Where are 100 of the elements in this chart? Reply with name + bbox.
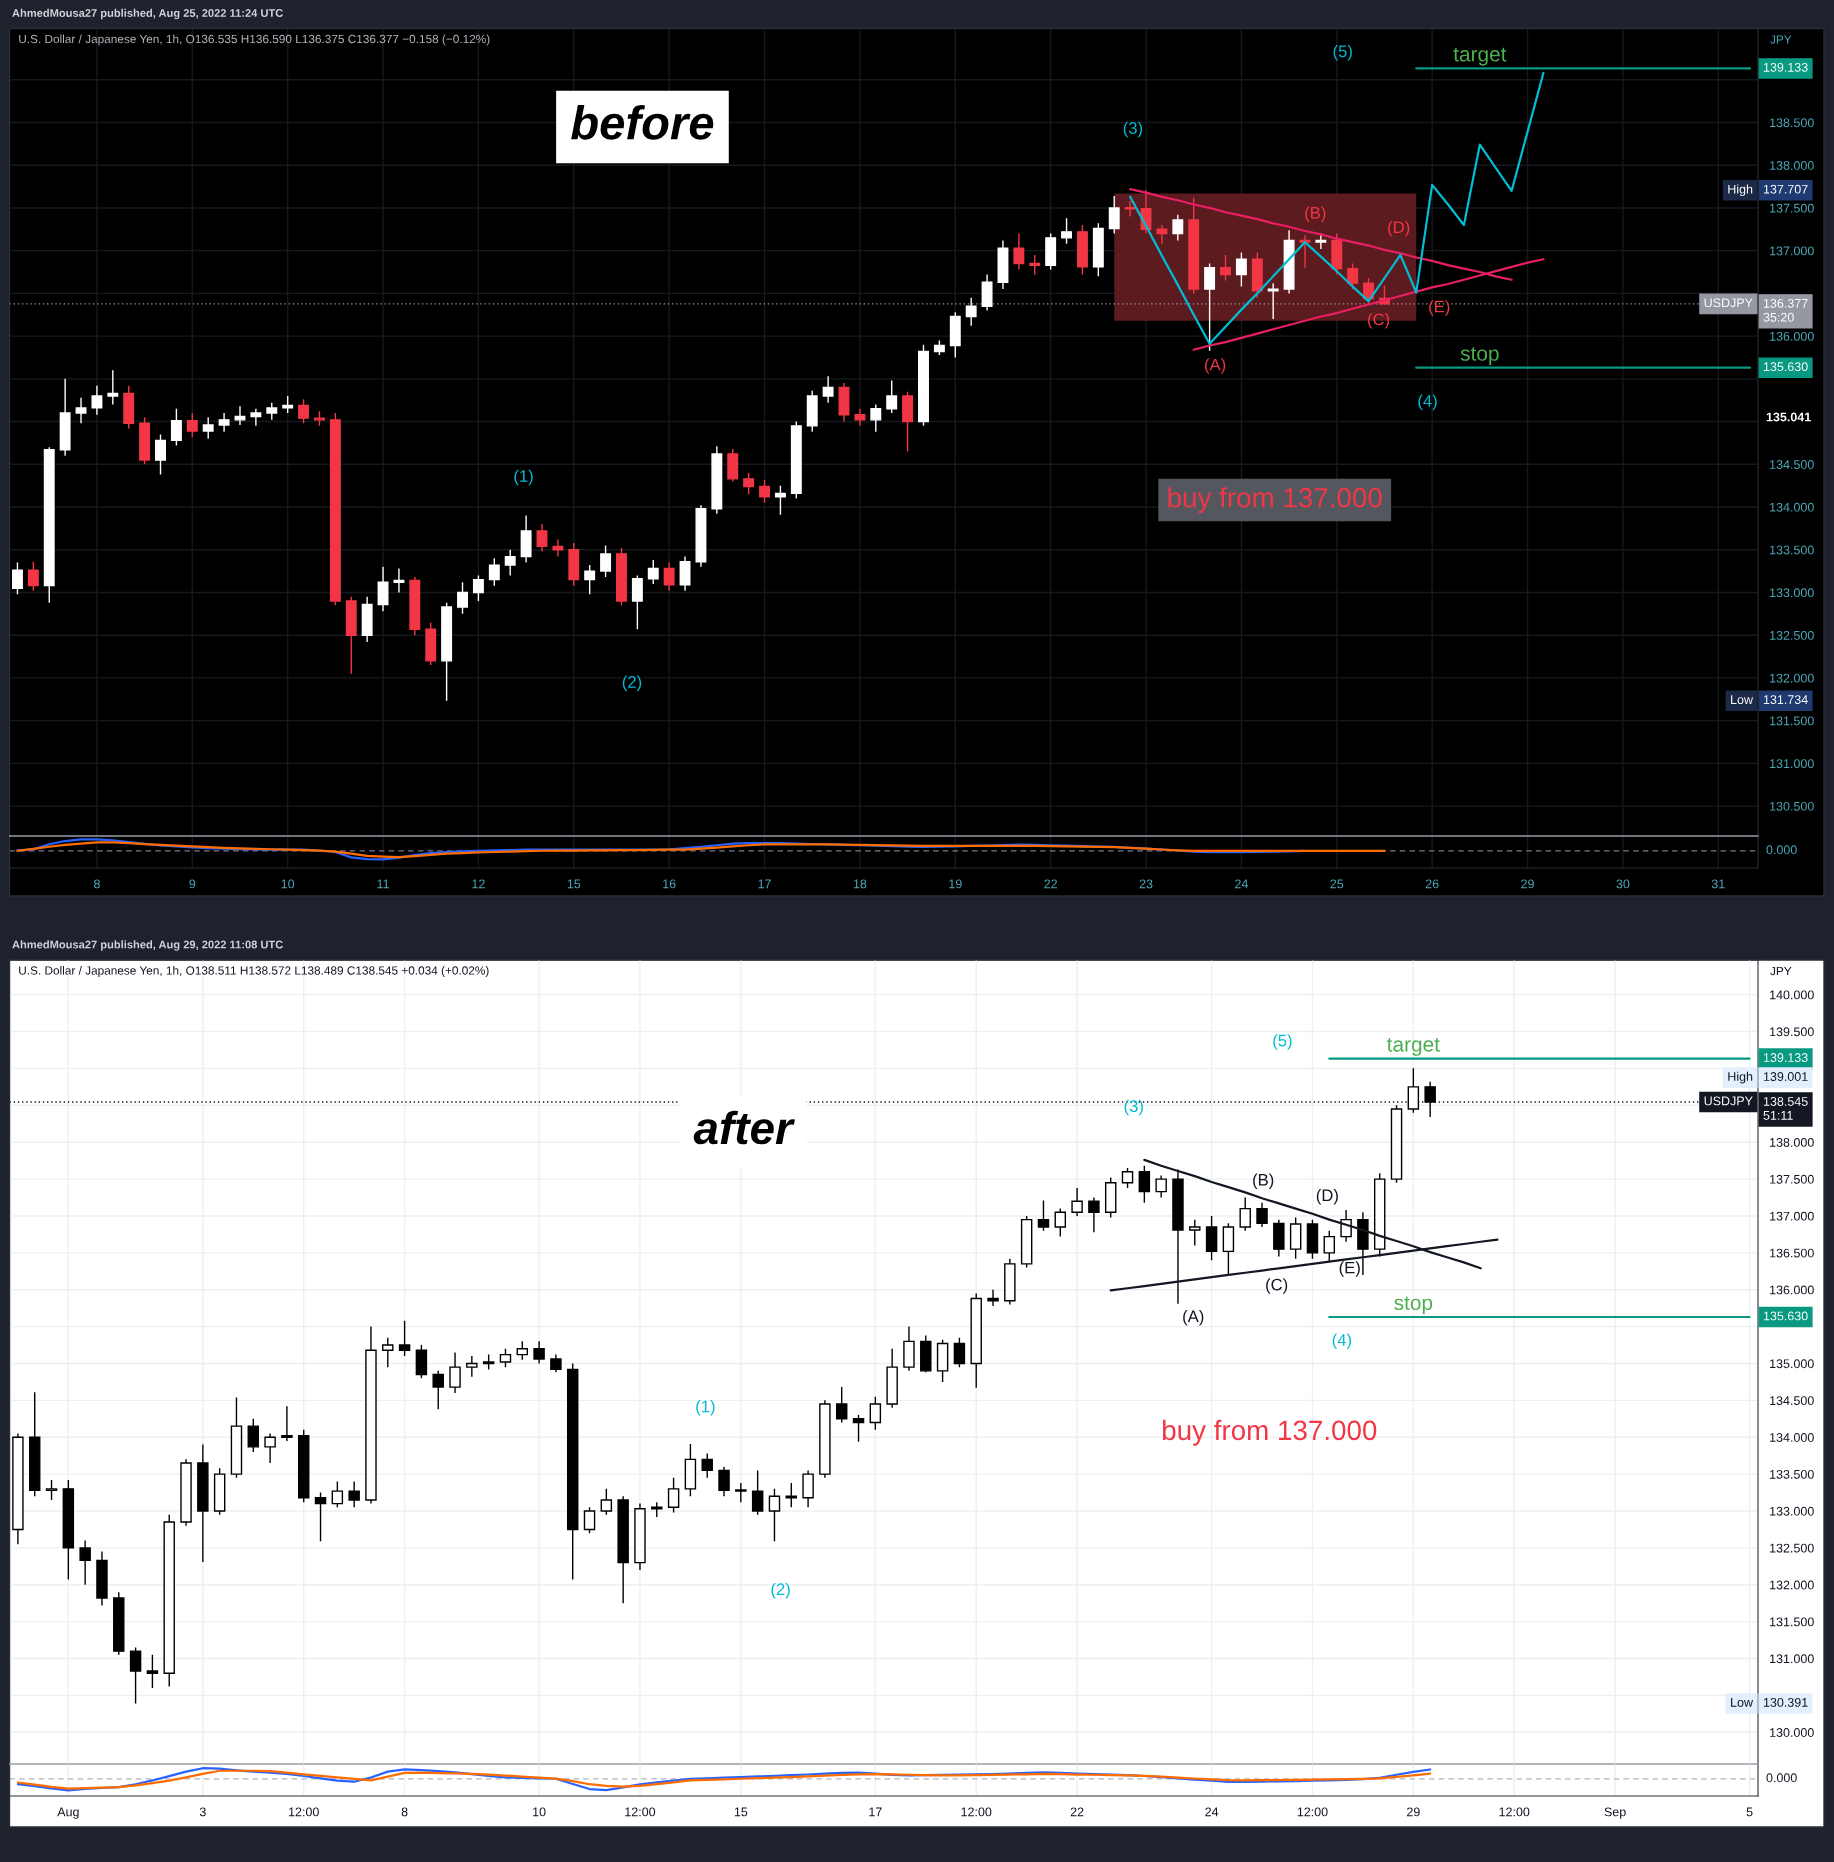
candlestick xyxy=(933,339,945,356)
candlestick xyxy=(1235,251,1247,288)
candlestick xyxy=(345,596,357,675)
annotation: (A) xyxy=(1205,358,1226,374)
annotation: buy from 137.000 xyxy=(1163,1419,1377,1446)
candlestick xyxy=(186,412,198,438)
candlestick xyxy=(457,581,468,615)
x-tick-label: 22 xyxy=(1044,879,1057,889)
x-tick-label: 8 xyxy=(401,1807,408,1817)
candlestick xyxy=(75,396,87,424)
candlestick xyxy=(264,1432,276,1464)
candlestick xyxy=(409,576,421,636)
candlestick xyxy=(735,1482,747,1503)
candlestick xyxy=(835,1386,848,1424)
candlestick xyxy=(298,398,310,424)
candlestick xyxy=(123,384,135,430)
candlestick xyxy=(1121,1167,1134,1189)
candlestick xyxy=(234,405,246,426)
candlestick xyxy=(838,382,850,423)
candlestick xyxy=(1347,262,1359,290)
annotation: (5) xyxy=(1273,1034,1292,1050)
x-tick-label: 12:00 xyxy=(1499,1807,1530,1817)
annotation: (2) xyxy=(622,675,642,692)
candlestick xyxy=(1222,1222,1235,1276)
y-tick-label: 130.000 xyxy=(1770,1728,1814,1737)
candlestick xyxy=(96,1550,108,1607)
candlestick xyxy=(425,621,437,666)
candlestick xyxy=(1138,1165,1151,1204)
y-tick-label: 138.500 xyxy=(1770,118,1814,128)
candlestick xyxy=(472,574,484,602)
annotation: (2) xyxy=(771,1582,790,1599)
candlestick xyxy=(870,403,882,433)
candlestick xyxy=(583,1506,596,1534)
y-tick-label: 139.500 xyxy=(1770,1027,1814,1037)
candlestick xyxy=(667,1477,680,1514)
candlestick xyxy=(329,412,341,606)
y-tick-label: 132.000 xyxy=(1770,1580,1814,1590)
candlestick xyxy=(1373,1172,1386,1258)
candlestick xyxy=(139,416,151,465)
chart-title: U.S. Dollar / Japanese Yen, 1h, O136.535 H136.590 L136.375 C136.377 −0.158 (−0.12%) xyxy=(19,34,490,46)
annotation: (D) xyxy=(1316,1189,1338,1205)
annotation: (4) xyxy=(1418,394,1437,411)
candlestick xyxy=(1267,282,1279,320)
candlestick xyxy=(533,1340,545,1365)
candlestick xyxy=(1076,224,1088,276)
x-tick-label: 16 xyxy=(663,879,676,889)
candlestick xyxy=(1188,196,1200,295)
candlestick xyxy=(1045,232,1057,271)
candlestick xyxy=(1124,200,1136,218)
series-label: target xyxy=(1387,1038,1440,1056)
candlestick xyxy=(997,239,1009,290)
candlestick xyxy=(365,1325,377,1505)
ref-line-label: 0.000 xyxy=(1766,1773,1797,1783)
y-tick-label: 133.000 xyxy=(1770,588,1814,598)
candlestick xyxy=(11,561,23,595)
series-label: target xyxy=(1453,47,1507,66)
candlestick xyxy=(482,1353,495,1371)
candlestick xyxy=(634,1502,646,1571)
candlestick xyxy=(163,1513,175,1688)
candlestick xyxy=(1205,1215,1218,1261)
y-tick-label: 133.500 xyxy=(1770,545,1814,555)
chart-subtitle: AhmedMousa27 published, Aug 25, 2022 11:24 UTC xyxy=(12,8,283,20)
x-tick-label: 12 xyxy=(472,879,485,889)
candlestick xyxy=(600,1488,613,1516)
x-tick-label: 25 xyxy=(1330,879,1344,889)
y-tick-label: 134.000 xyxy=(1770,1433,1814,1442)
candlestick xyxy=(552,538,564,558)
x-tick-label: 26 xyxy=(1425,879,1439,889)
y-tick-label: 140.000 xyxy=(1770,990,1814,1000)
annotation: (4) xyxy=(1332,1333,1352,1350)
text: 137.707 xyxy=(1763,184,1808,194)
candlestick xyxy=(711,445,723,515)
candlestick xyxy=(1004,1258,1016,1306)
text: 131.734 xyxy=(1763,695,1808,705)
candlestick xyxy=(28,1391,41,1497)
candlestick xyxy=(1071,1187,1083,1217)
candlestick xyxy=(1407,1067,1420,1114)
annotation: (A) xyxy=(1183,1310,1204,1326)
x-tick-label: 10 xyxy=(281,879,295,889)
candlestick xyxy=(129,1646,142,1705)
x-tick-label: Sep xyxy=(1604,1807,1626,1819)
candlestick xyxy=(146,1654,159,1689)
x-tick-label: 24 xyxy=(1235,879,1248,889)
candlestick xyxy=(949,311,961,359)
annotation: (3) xyxy=(1123,121,1143,138)
x-tick-label: 17 xyxy=(869,1807,882,1817)
ref-line-label: 0.000 xyxy=(1766,845,1797,855)
candlestick xyxy=(1155,1174,1167,1199)
series-label: stop xyxy=(1394,1296,1433,1315)
candlestick xyxy=(1283,229,1295,295)
x-tick-label: 22 xyxy=(1070,1807,1084,1817)
y-tick-label: 137.000 xyxy=(1770,1211,1814,1221)
candlestick xyxy=(281,1405,293,1442)
candlestick xyxy=(970,1292,982,1389)
candlestick xyxy=(1273,1218,1285,1258)
y-tick-label: 134.000 xyxy=(1770,502,1814,512)
text: 139.001 xyxy=(1763,1072,1808,1081)
candlestick xyxy=(377,566,389,612)
annotation: (E) xyxy=(1339,1261,1360,1277)
candlestick xyxy=(631,574,643,630)
